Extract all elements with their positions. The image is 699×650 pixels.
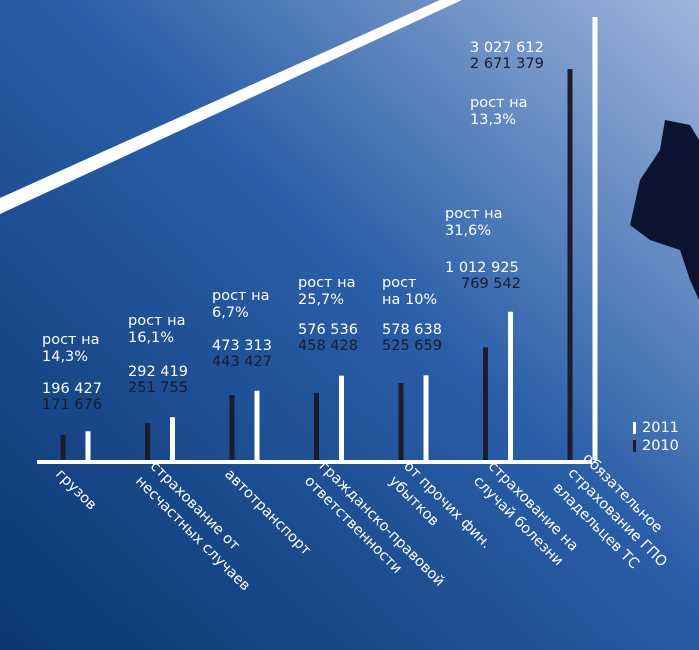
value-label: 292 419 bbox=[128, 364, 188, 380]
growth-annotation: на 10% bbox=[382, 292, 437, 308]
growth-annotation: рост bbox=[382, 275, 417, 291]
bar bbox=[86, 431, 91, 460]
bar bbox=[399, 383, 404, 460]
growth-annotation: рост на bbox=[445, 206, 502, 222]
growth-annotation: 6,7% bbox=[212, 305, 249, 321]
growth-annotation: 25,7% bbox=[298, 292, 344, 308]
value-label: 525 659 bbox=[382, 338, 442, 354]
growth-annotation: рост на bbox=[42, 332, 99, 348]
bar bbox=[508, 312, 513, 460]
bar bbox=[568, 69, 573, 460]
growth-annotation: 16,1% bbox=[128, 330, 174, 346]
value-label: 3 027 612 bbox=[470, 40, 544, 56]
bar bbox=[145, 423, 150, 460]
value-label: 251 755 bbox=[128, 380, 188, 396]
legend-label: 2010 bbox=[642, 438, 679, 454]
bar bbox=[255, 391, 260, 460]
bar bbox=[314, 393, 319, 460]
bar bbox=[230, 395, 235, 460]
value-label: 769 542 bbox=[461, 276, 521, 292]
legend-label: 2011 bbox=[642, 420, 679, 436]
bar bbox=[170, 417, 175, 460]
value-label: 196 427 bbox=[42, 381, 102, 397]
value-label: 443 427 bbox=[212, 354, 272, 370]
value-label: 1 012 925 bbox=[445, 260, 519, 276]
growth-annotation: рост на bbox=[128, 313, 185, 329]
value-label: 578 638 bbox=[382, 322, 442, 338]
value-label: 458 428 bbox=[298, 338, 358, 354]
bar bbox=[339, 376, 344, 460]
growth-annotation: рост на bbox=[470, 95, 527, 111]
value-label: 2 671 379 bbox=[470, 56, 544, 72]
growth-annotation: 13,3% bbox=[470, 112, 516, 128]
bar bbox=[483, 347, 488, 460]
growth-annotation: рост на bbox=[212, 288, 269, 304]
chart: 196 427171 676рост на14,3%грузов292 4192… bbox=[0, 0, 699, 650]
bar bbox=[424, 375, 429, 460]
bar bbox=[593, 17, 598, 460]
legend-swatch bbox=[633, 440, 636, 452]
value-label: 171 676 bbox=[42, 397, 102, 413]
value-label: 576 536 bbox=[298, 322, 358, 338]
growth-annotation: рост на bbox=[298, 275, 355, 291]
bar bbox=[61, 435, 66, 460]
value-label: 473 313 bbox=[212, 338, 272, 354]
legend-swatch bbox=[633, 422, 636, 434]
growth-annotation: 31,6% bbox=[445, 223, 491, 239]
growth-annotation: 14,3% bbox=[42, 349, 88, 365]
